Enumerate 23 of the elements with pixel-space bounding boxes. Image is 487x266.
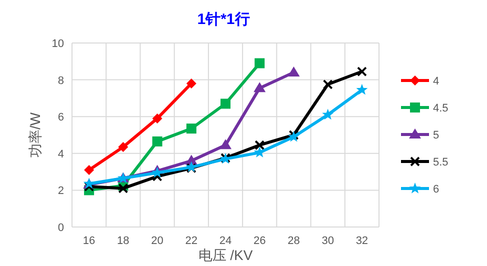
chart-title: 1针*1行 [197, 11, 250, 28]
x-tick-label: 32 [356, 235, 368, 247]
legend-label: 5.5 [433, 156, 448, 168]
y-tick-label: 4 [58, 148, 64, 160]
y-tick-label: 2 [58, 185, 64, 198]
y-tick-label: 0 [58, 222, 64, 234]
x-tick-label: 30 [322, 235, 334, 247]
y-tick-label: 10 [52, 38, 64, 50]
x-tick-label: 16 [82, 235, 96, 247]
legend-label: 6 [433, 184, 440, 196]
x-axis-title: 电压 /KV [198, 247, 254, 263]
x-tick-label: 22 [185, 235, 198, 247]
x-tick-label: 20 [151, 235, 164, 247]
legend-label: 4.5 [433, 102, 448, 114]
y-tick-label: 8 [58, 74, 64, 87]
x-tick-label: 24 [219, 235, 232, 247]
x-tick-label: 18 [117, 235, 130, 247]
x-tick-label: 28 [288, 235, 300, 247]
x-tick-label: 26 [253, 235, 266, 247]
legend-label: 5 [433, 130, 440, 142]
y-axis-title: 功率/W [27, 112, 43, 158]
legend-label: 4 [433, 76, 440, 88]
y-tick-label: 6 [58, 112, 64, 124]
